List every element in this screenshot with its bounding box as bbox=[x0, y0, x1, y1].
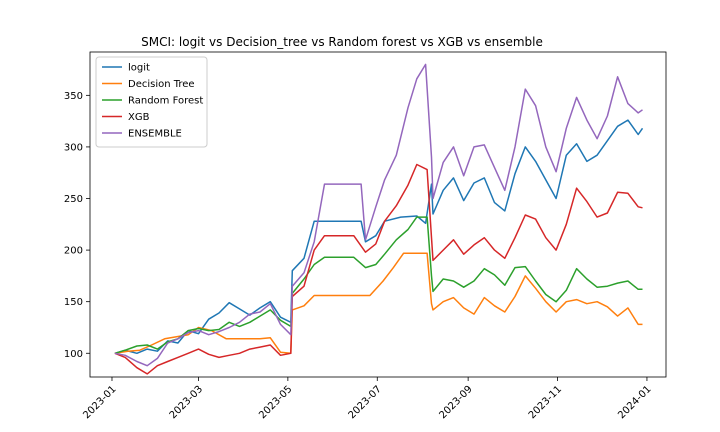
legend: logit Decision Tree Random Forest XGB ENSEMB… bbox=[95, 56, 208, 148]
series-line-ensemble bbox=[114, 63, 643, 367]
series-line-random-forest bbox=[114, 216, 643, 355]
chart-title: SMCI: logit vs Decision_tree vs Random f… bbox=[141, 35, 543, 49]
legend-label-logit: logit bbox=[128, 63, 150, 74]
series-line-logit bbox=[114, 119, 644, 355]
legend-label-xgb: XGB bbox=[128, 112, 150, 123]
series-layer bbox=[114, 63, 644, 375]
legend-label-random-forest: Random Forest bbox=[128, 96, 203, 107]
y-tick-label: 300 bbox=[64, 142, 83, 153]
y-axis: 100 150 200 250 300 350 bbox=[64, 91, 90, 360]
y-tick-label: 200 bbox=[64, 246, 83, 257]
y-tick-label: 350 bbox=[64, 91, 83, 102]
y-tick-label: 100 bbox=[64, 349, 83, 360]
y-tick-label: 250 bbox=[64, 194, 83, 205]
plot-frame bbox=[89, 51, 667, 378]
legend-label-ensemble: ENSEMBLE bbox=[128, 129, 182, 140]
y-tick-label: 150 bbox=[64, 297, 83, 308]
legend-label-decision-tree: Decision Tree bbox=[128, 79, 195, 90]
series-line-xgb bbox=[114, 163, 643, 375]
legend-box bbox=[95, 56, 208, 148]
